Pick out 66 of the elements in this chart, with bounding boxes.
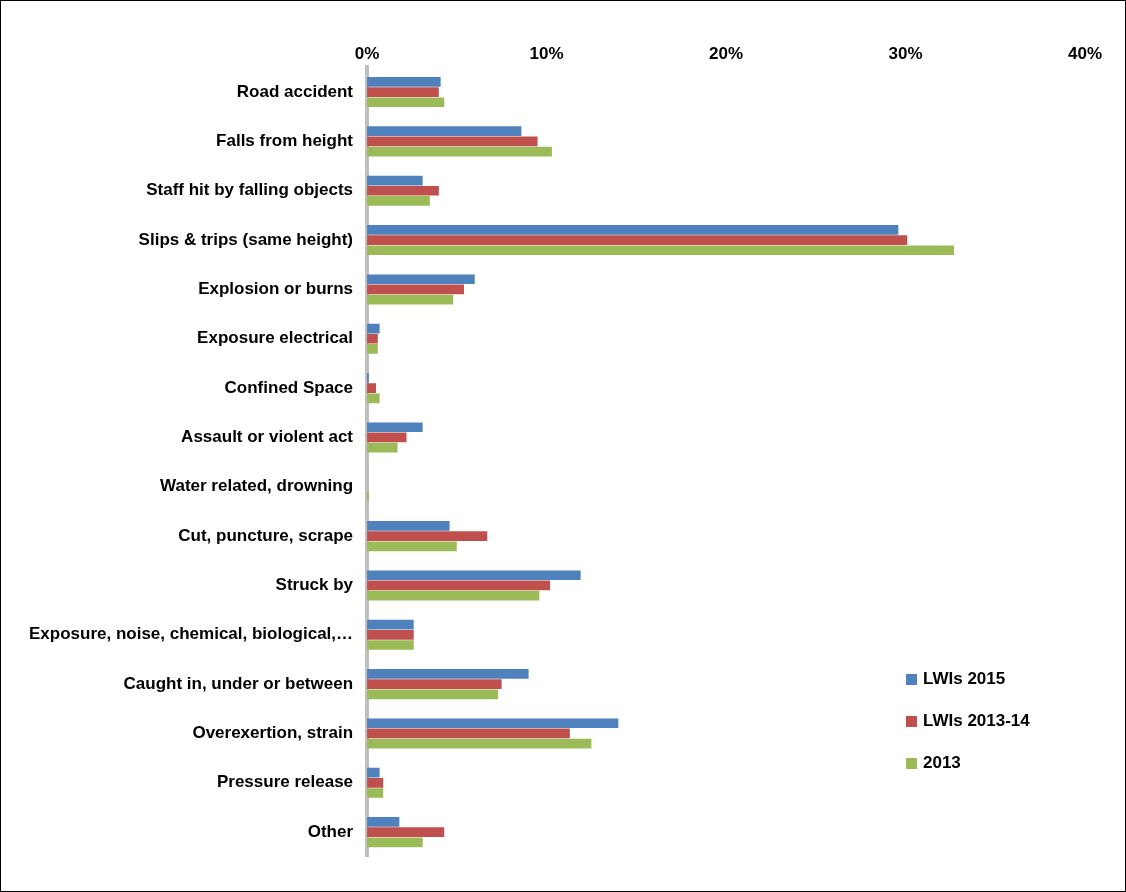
bar [367,669,529,679]
bar [367,126,522,137]
y-tick-label: Other [307,821,354,841]
legend-label: LWIs 2013-14 [923,711,1030,731]
bar [367,728,570,739]
bar [367,196,430,206]
bar [367,245,954,256]
x-tick-label: 40% [1067,43,1103,63]
y-tick-label: Cut, puncture, scrape [178,525,354,545]
x-tick-label: 30% [888,43,923,63]
bar [367,640,414,650]
y-tick-label: Explosion or burns [198,279,354,299]
bar [367,442,398,453]
y-tick-label: Exposure electrical [197,328,354,348]
bar [367,77,441,87]
bar [367,294,454,305]
bar [367,185,439,196]
bar [367,738,592,749]
bar [367,521,450,531]
bar [367,136,538,147]
bar [367,817,400,827]
bar [367,689,499,700]
bar [367,629,414,640]
bar [367,580,551,591]
bar [367,541,457,552]
bar [367,393,380,404]
bar [367,777,384,788]
y-tick-label: Exposure, noise, chemical, biological,… [28,624,354,644]
legend-label: LWIs 2015 [923,669,1006,689]
y-tick-label: Overexertion, strain [192,723,354,743]
bar [367,531,488,541]
bar [367,344,378,354]
y-tick-label: Confined Space [224,377,354,397]
bar [367,432,407,443]
y-tick-label: Falls from height [216,131,354,151]
bar [367,619,414,630]
bar [367,274,475,285]
bar [367,837,423,848]
x-tick-label: 20% [709,43,744,63]
bar [367,175,423,186]
legend-label: 2013 [923,753,961,773]
y-tick-label: Pressure release [216,772,354,792]
bar [367,422,423,433]
bar [367,570,581,581]
bar [367,87,439,97]
bar [367,788,384,798]
x-tick-label: 10% [529,43,564,63]
y-tick-label: Road accident [236,81,354,101]
y-tick-label: Staff hit by falling objects [146,180,354,200]
bar [367,97,445,108]
bar [367,225,899,235]
y-tick-label: Caught in, under or between [123,673,354,693]
bar [367,679,502,689]
y-tick-label: Assault or violent act [181,427,354,447]
bar [367,827,445,837]
bar [367,718,619,729]
y-tick-label: Slips & trips (same height) [138,229,354,249]
bar [367,284,464,295]
bar [367,383,377,393]
y-tick-label: Struck by [275,575,354,595]
bar [367,590,540,601]
bar [367,333,378,344]
x-tick-label: 0% [354,43,380,63]
bar [367,146,552,157]
bar [367,235,908,245]
y-tick-label: Water related, drowning [160,476,354,496]
